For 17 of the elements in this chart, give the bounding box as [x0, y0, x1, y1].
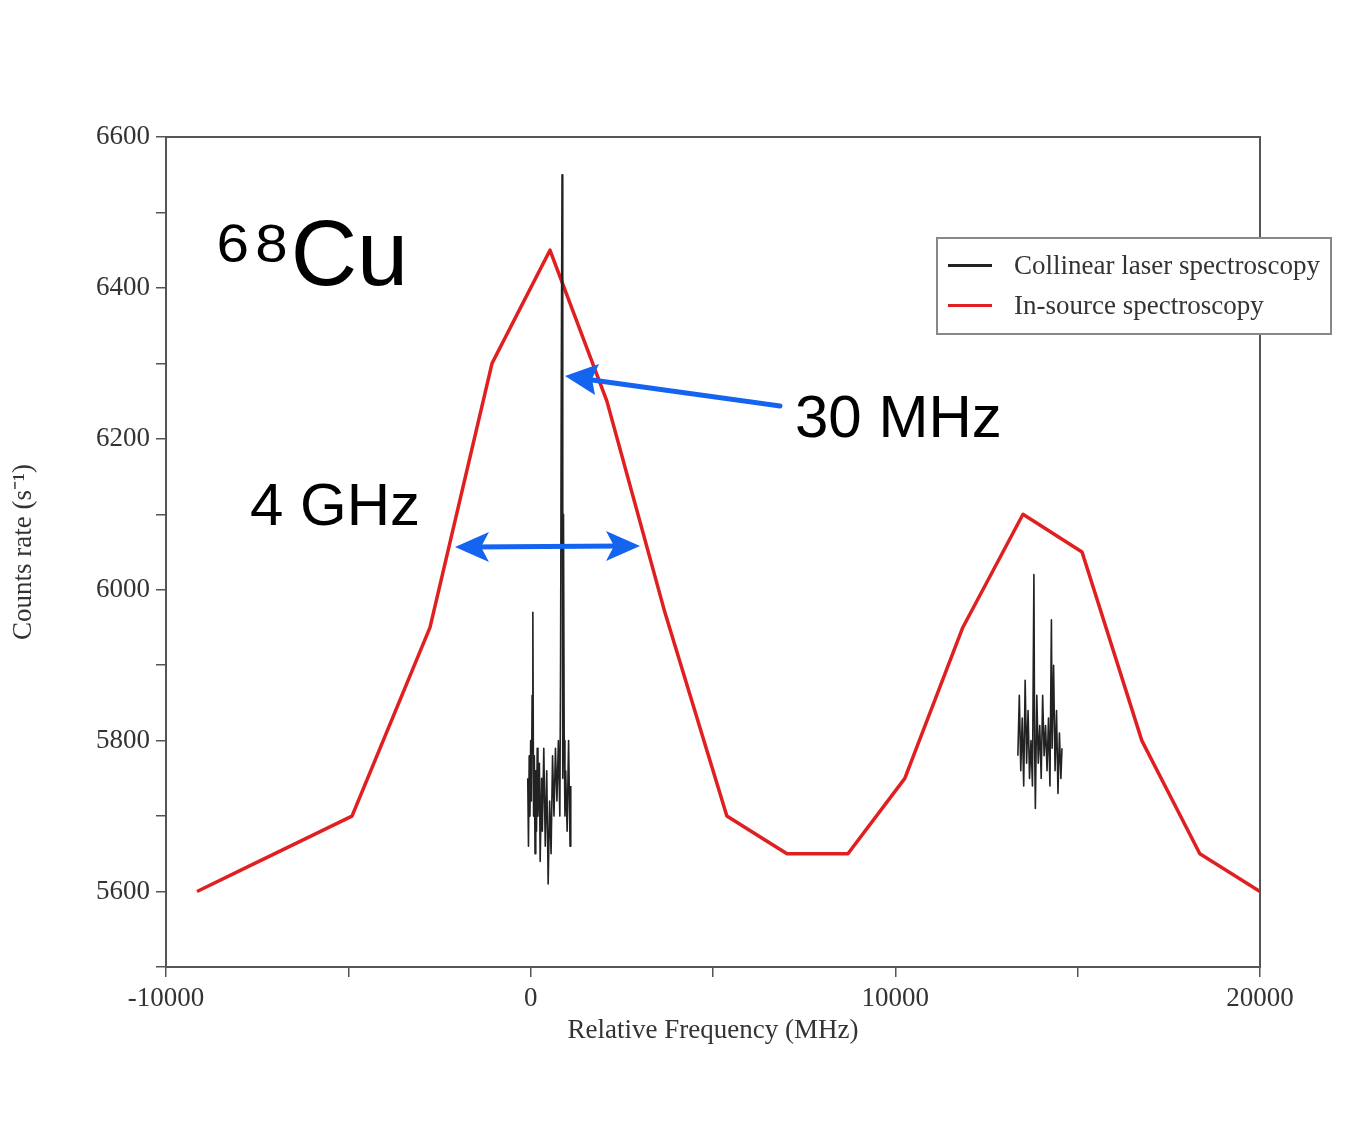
y-tick-label: 6600	[96, 120, 150, 151]
legend-label: In-source spectroscopy	[1014, 289, 1264, 321]
x-tick-label: 0	[523, 982, 538, 1013]
x-tick-label: 10000	[861, 982, 930, 1013]
y-axis-title: Counts rate (s⁻¹)	[7, 463, 38, 641]
y-tick-label: 6400	[96, 271, 150, 301]
y-tick-label: 5800	[96, 723, 150, 754]
legend-label: Collinear laser spectroscopy	[1014, 249, 1320, 281]
annotation: 30 MHz	[795, 383, 1002, 450]
y-tick-label: 6000	[96, 572, 150, 603]
y-tick-label: 6200	[96, 421, 150, 452]
annotation: ⁶⁸Cu	[214, 202, 409, 304]
annotation: 4 GHz	[250, 471, 421, 538]
x-axis-title: Relative Frequency (MHz)	[567, 1013, 859, 1044]
y-tick-label: 5600	[96, 874, 150, 905]
x-tick-label: -10000	[127, 982, 205, 1013]
x-tick-label: 20000	[1226, 982, 1294, 1013]
